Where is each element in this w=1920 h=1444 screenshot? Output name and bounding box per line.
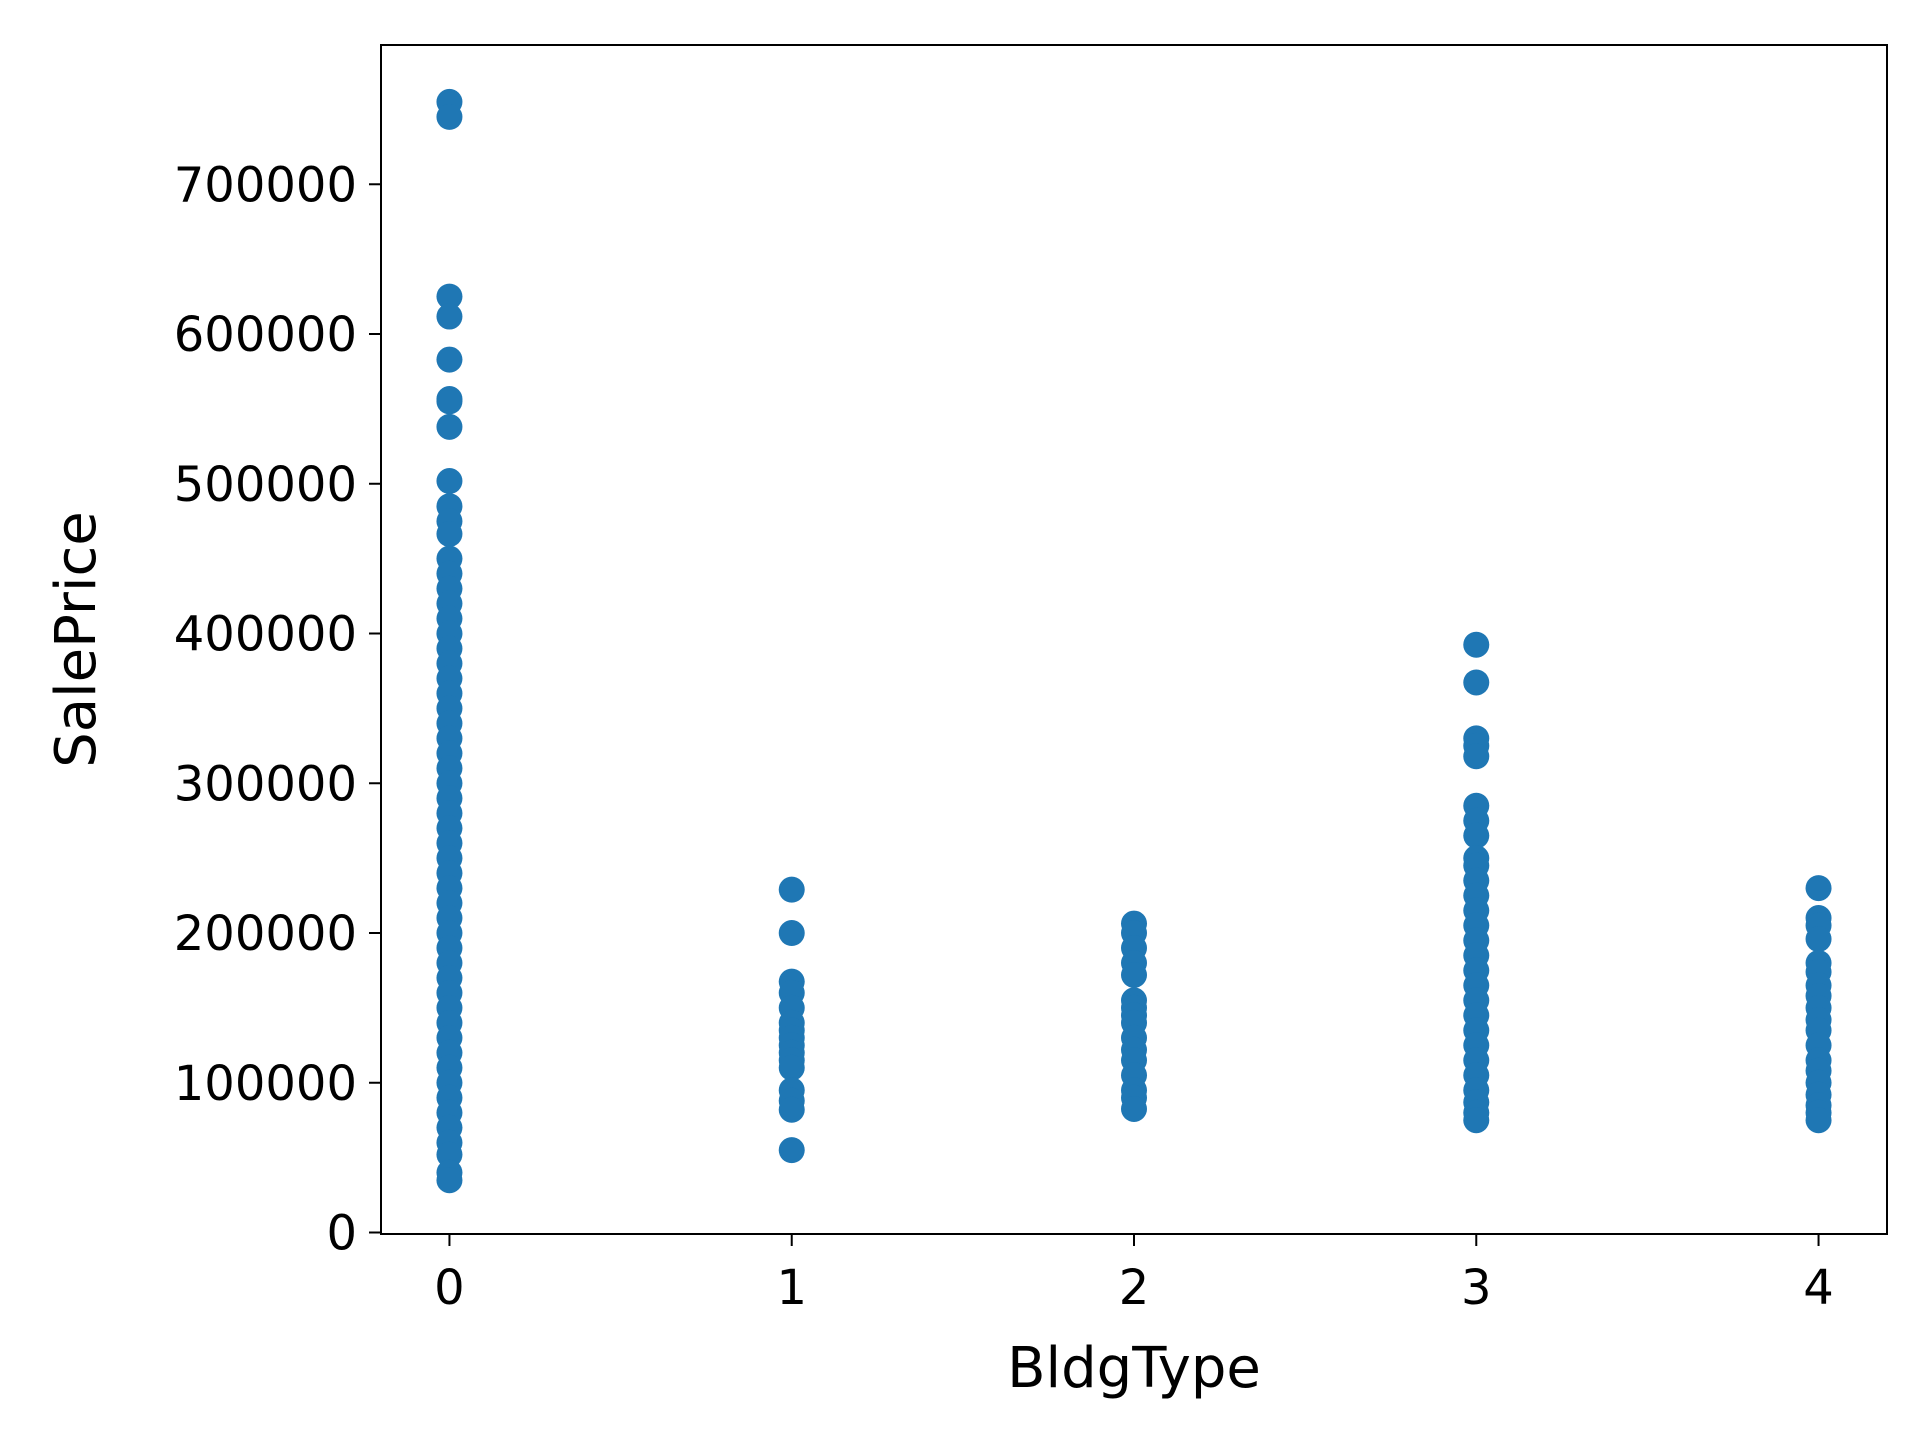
- data-point: [436, 103, 463, 130]
- data-point: [778, 920, 805, 947]
- data-point: [1463, 822, 1490, 849]
- x-tick-label: 0: [434, 1260, 465, 1316]
- data-point: [1463, 631, 1490, 658]
- y-tick-label: 0: [326, 1206, 357, 1262]
- data-point: [436, 303, 463, 330]
- data-point: [778, 1096, 805, 1123]
- x-axis: 0 1 2 3 4: [434, 1234, 1834, 1316]
- data-point: [1805, 1107, 1832, 1134]
- x-tick-label: 4: [1803, 1260, 1834, 1316]
- y-tick-label: 500000: [174, 457, 357, 513]
- x-tick-label: 1: [776, 1260, 807, 1316]
- y-tick-label: 200000: [174, 906, 357, 962]
- data-point: [436, 413, 463, 440]
- points-layer: [436, 88, 1832, 1194]
- data-point: [778, 1137, 805, 1164]
- y-tick-label: 100000: [174, 1056, 357, 1112]
- data-point: [778, 876, 805, 903]
- data-point: [436, 1167, 463, 1194]
- data-point: [1805, 875, 1832, 902]
- data-point: [1805, 926, 1832, 952]
- data-point: [1121, 1095, 1147, 1122]
- data-point: [436, 283, 463, 310]
- y-axis: 0 100000 200000 300000 400000 500000 600000 700…: [174, 157, 381, 1262]
- data-point: [436, 388, 463, 415]
- data-point: [436, 346, 463, 373]
- x-tick-label: 2: [1119, 1260, 1150, 1316]
- data-point: [436, 520, 463, 547]
- data-point: [1121, 961, 1147, 988]
- y-tick-label: 700000: [174, 157, 357, 213]
- y-tick-label: 600000: [174, 307, 357, 363]
- data-point: [436, 468, 463, 495]
- data-point: [1463, 743, 1490, 770]
- y-tick-label: 300000: [174, 756, 357, 812]
- data-point: [1463, 1107, 1490, 1134]
- data-point: [778, 1054, 805, 1081]
- x-axis-label: BldgType: [1007, 1336, 1261, 1401]
- y-tick-label: 400000: [174, 607, 357, 663]
- data-point: [1463, 669, 1490, 696]
- data-point: [436, 1141, 463, 1168]
- y-axis-label: SalePrice: [44, 511, 109, 767]
- x-tick-label: 3: [1461, 1260, 1492, 1316]
